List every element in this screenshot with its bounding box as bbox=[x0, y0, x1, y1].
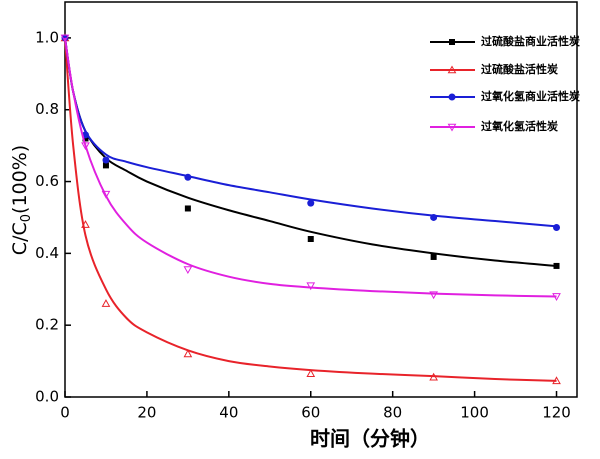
y-tick-label: 0.8 bbox=[35, 100, 59, 118]
y-axis-label: C/C0(100%) bbox=[9, 145, 34, 255]
x-tick-label: 60 bbox=[301, 404, 320, 422]
x-tick-label: 0 bbox=[60, 404, 70, 422]
data-point bbox=[184, 205, 191, 212]
data-point bbox=[429, 372, 438, 381]
data-point bbox=[553, 224, 561, 232]
data-point bbox=[101, 190, 111, 199]
data-point bbox=[60, 34, 70, 43]
data-point bbox=[552, 376, 561, 385]
x-tick-label: 120 bbox=[542, 404, 571, 422]
data-point bbox=[102, 162, 109, 169]
data-point bbox=[81, 142, 90, 151]
data-point bbox=[306, 282, 316, 291]
data-point bbox=[307, 199, 315, 207]
y-label-sub: 0 bbox=[19, 214, 34, 222]
plot-frame bbox=[64, 1, 578, 398]
x-tick-label: 20 bbox=[137, 404, 156, 422]
x-tick-label: 80 bbox=[383, 404, 402, 422]
data-point bbox=[183, 266, 193, 275]
fit-curve bbox=[64, 37, 557, 382]
y-tick-label: 0.4 bbox=[35, 244, 59, 262]
y-tick-label: 0.6 bbox=[35, 172, 59, 190]
y-label-unit: (100%) bbox=[9, 145, 31, 214]
data-point bbox=[429, 291, 438, 300]
data-point bbox=[183, 349, 193, 358]
data-point bbox=[102, 156, 110, 164]
y-tick-label: 0.2 bbox=[35, 316, 59, 334]
data-point bbox=[306, 369, 316, 377]
data-point bbox=[82, 135, 89, 142]
legend-marker bbox=[447, 65, 457, 74]
y-tick-label: 1.0 bbox=[35, 28, 59, 46]
data-point bbox=[430, 213, 438, 221]
legend-label: 过氧化氢活性炭 bbox=[481, 119, 558, 133]
data-point bbox=[101, 299, 111, 307]
data-point bbox=[307, 236, 314, 242]
data-point bbox=[430, 253, 437, 260]
legend-label: 过硫酸盐商业活性炭 bbox=[481, 34, 580, 48]
y-label-main: C/C bbox=[9, 222, 31, 255]
fit-curve bbox=[64, 37, 557, 298]
x-axis-label: 时间（分钟） bbox=[310, 427, 430, 451]
data-point bbox=[81, 220, 90, 228]
data-point bbox=[553, 262, 560, 269]
x-tick-label: 100 bbox=[460, 404, 489, 422]
data-point bbox=[552, 293, 561, 301]
data-point bbox=[184, 173, 192, 181]
legend-label: 过氧化氢商业活性炭 bbox=[481, 89, 580, 103]
y-tick-label: 0.0 bbox=[35, 388, 59, 406]
legend-marker bbox=[449, 39, 455, 45]
legend-label: 过硫酸盐活性炭 bbox=[481, 62, 558, 76]
legend-marker bbox=[448, 93, 456, 101]
legend-marker bbox=[447, 123, 457, 132]
x-tick-label: 40 bbox=[219, 404, 238, 422]
